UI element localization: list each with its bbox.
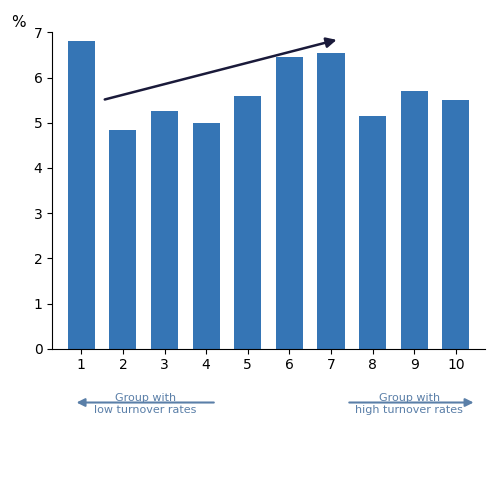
Bar (151, 111, 178, 349)
Bar (359, 116, 386, 349)
Bar (400, 91, 428, 349)
Text: %: % (12, 15, 26, 30)
Bar (234, 96, 262, 349)
Text: Group with
low turnover rates: Group with low turnover rates (94, 393, 196, 414)
Text: Group with
high turnover rates: Group with high turnover rates (356, 393, 463, 414)
Bar (192, 123, 220, 349)
Bar (318, 53, 344, 349)
Bar (442, 100, 469, 349)
Bar (276, 57, 303, 349)
Bar (110, 130, 136, 349)
Bar (68, 41, 95, 349)
